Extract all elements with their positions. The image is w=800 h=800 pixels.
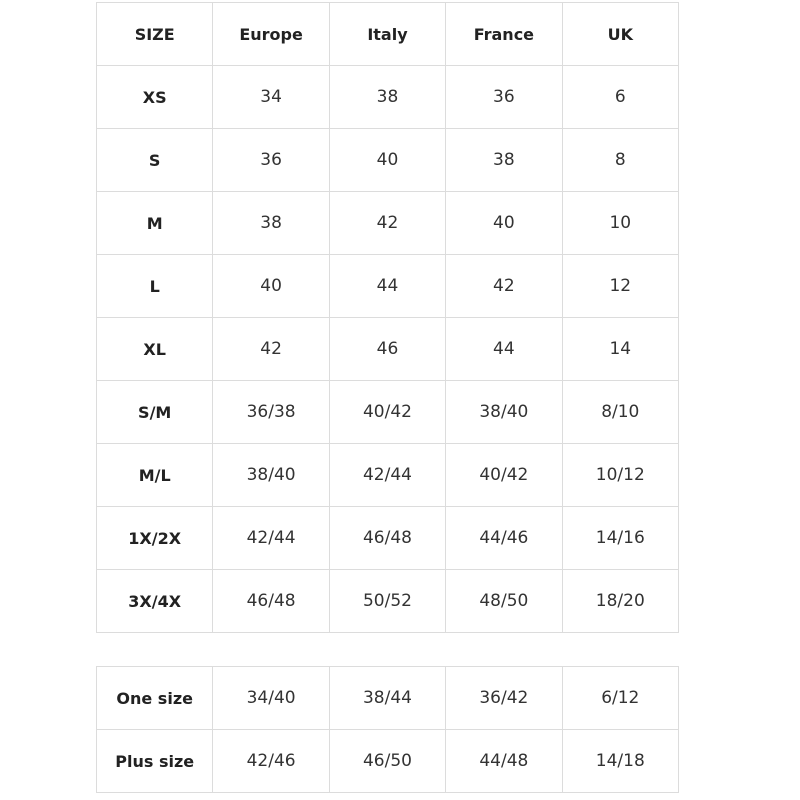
table-cell: 44/48 bbox=[445, 729, 563, 793]
table-cell: 46 bbox=[328, 317, 447, 381]
table-cell: 50/52 bbox=[328, 569, 447, 633]
table-cell: 40 bbox=[328, 128, 447, 192]
table-cell: 46/50 bbox=[328, 729, 447, 793]
table-row: M/L 38/40 42/44 40/42 10/12 bbox=[95, 443, 680, 507]
row-label: S bbox=[95, 128, 214, 192]
table-cell: 8/10 bbox=[561, 380, 680, 444]
size-conversion-table: SIZE Europe Italy France UK XS 34 38 36 6 S 36 40 38 8… bbox=[95, 2, 680, 633]
row-label: XS bbox=[95, 65, 214, 129]
table-cell: 36 bbox=[445, 65, 563, 129]
table-cell: 10 bbox=[561, 191, 680, 255]
table-cell: 34/40 bbox=[212, 666, 330, 730]
table-row: 3X/4X 46/48 50/52 48/50 18/20 bbox=[95, 569, 680, 633]
table-cell: 44 bbox=[445, 317, 563, 381]
table-cell: 48/50 bbox=[445, 569, 563, 633]
table-cell: 12 bbox=[561, 254, 680, 318]
table-cell: 46/48 bbox=[212, 569, 330, 633]
table-cell: 6 bbox=[561, 65, 680, 129]
table-row: S/M 36/38 40/42 38/40 8/10 bbox=[95, 380, 680, 444]
row-label: M bbox=[95, 191, 214, 255]
row-label: 3X/4X bbox=[95, 569, 214, 633]
table-cell: 42 bbox=[445, 254, 563, 318]
row-label: One size bbox=[95, 666, 214, 730]
table-row: L 40 44 42 12 bbox=[95, 254, 680, 318]
table-cell: 18/20 bbox=[561, 569, 680, 633]
row-label: XL bbox=[95, 317, 214, 381]
table-cell: 38 bbox=[445, 128, 563, 192]
table-cell: 8 bbox=[561, 128, 680, 192]
header-row: SIZE Europe Italy France UK bbox=[95, 2, 680, 66]
table-cell: 14 bbox=[561, 317, 680, 381]
table-row: XS 34 38 36 6 bbox=[95, 65, 680, 129]
table-cell: 38/40 bbox=[212, 443, 330, 507]
table-cell: 42/44 bbox=[328, 443, 447, 507]
column-header: France bbox=[445, 2, 563, 66]
table-cell: 38 bbox=[328, 65, 447, 129]
table-cell: 42/44 bbox=[212, 506, 330, 570]
table-row: S 36 40 38 8 bbox=[95, 128, 680, 192]
table-row: XL 42 46 44 14 bbox=[95, 317, 680, 381]
table-cell: 44/46 bbox=[445, 506, 563, 570]
table-cell: 36/38 bbox=[212, 380, 330, 444]
table-cell: 40 bbox=[445, 191, 563, 255]
table-cell: 34 bbox=[212, 65, 330, 129]
table-cell: 6/12 bbox=[561, 666, 680, 730]
row-label: Plus size bbox=[95, 729, 214, 793]
table-cell: 38/44 bbox=[328, 666, 447, 730]
table-row: M 38 42 40 10 bbox=[95, 191, 680, 255]
row-label: S/M bbox=[95, 380, 214, 444]
special-size-table: One size 34/40 38/44 36/42 6/12 Plus size 42/4… bbox=[95, 666, 680, 793]
table-cell: 38/40 bbox=[445, 380, 563, 444]
table-cell: 42 bbox=[212, 317, 330, 381]
column-header: Italy bbox=[328, 2, 447, 66]
row-label: L bbox=[95, 254, 214, 318]
table-cell: 42/46 bbox=[212, 729, 330, 793]
row-label: M/L bbox=[95, 443, 214, 507]
table-cell: 36/42 bbox=[445, 666, 563, 730]
table-cell: 40 bbox=[212, 254, 330, 318]
table-cell: 42 bbox=[328, 191, 447, 255]
table-cell: 36 bbox=[212, 128, 330, 192]
table-cell: 10/12 bbox=[561, 443, 680, 507]
table-row: 1X/2X 42/44 46/48 44/46 14/16 bbox=[95, 506, 680, 570]
column-header: Europe bbox=[212, 2, 330, 66]
table-row: One size 34/40 38/44 36/42 6/12 bbox=[95, 666, 680, 730]
table-cell: 44 bbox=[328, 254, 447, 318]
table-cell: 40/42 bbox=[328, 380, 447, 444]
column-header: UK bbox=[561, 2, 680, 66]
table-row: Plus size 42/46 46/50 44/48 14/18 bbox=[95, 729, 680, 793]
table-cell: 14/18 bbox=[561, 729, 680, 793]
table-cell: 46/48 bbox=[328, 506, 447, 570]
table-cell: 14/16 bbox=[561, 506, 680, 570]
column-header: SIZE bbox=[95, 2, 214, 66]
row-label: 1X/2X bbox=[95, 506, 214, 570]
table-cell: 40/42 bbox=[445, 443, 563, 507]
table-cell: 38 bbox=[212, 191, 330, 255]
